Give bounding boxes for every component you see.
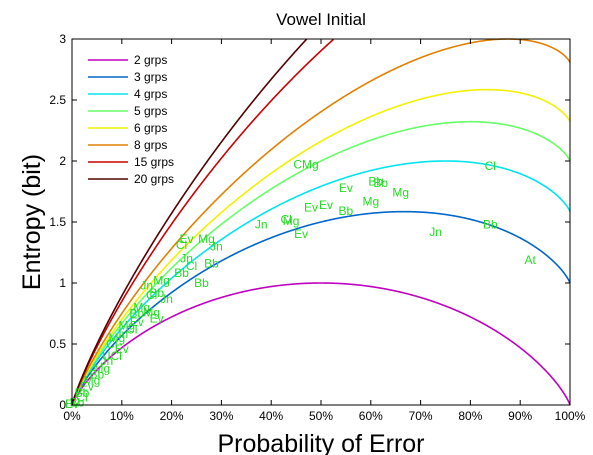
axes-group: 0% 10% 20% 30% 40% 50% 60% 70% 80% 90% 100% 0 0.5 1 1.… <box>49 32 585 423</box>
point-label: Mg <box>283 214 300 228</box>
legend-label-2-grps: 2 grps <box>134 53 167 67</box>
point-label: Ev <box>294 227 308 241</box>
y-tick-label: 3 <box>59 32 66 46</box>
y-tick-label: 1 <box>59 276 66 290</box>
point-label: Ev <box>150 311 164 325</box>
point-label: Bb <box>90 368 105 382</box>
point-label: Mg <box>118 319 135 333</box>
x-tick-label: 90% <box>508 409 532 423</box>
series-line-2-grps <box>71 282 571 406</box>
series-line-6-grps <box>71 88 571 406</box>
point-label: Bb <box>204 256 219 270</box>
point-label: Cl <box>485 159 496 173</box>
point-label: Cl <box>186 259 197 273</box>
point-label: Jn <box>115 327 128 341</box>
x-tick-label: 50% <box>309 409 333 423</box>
point-label: Ev <box>130 315 144 329</box>
point-label: Mg <box>84 374 101 388</box>
series-line-3-grps <box>71 210 571 406</box>
point-label: Bb <box>194 276 209 290</box>
series-line-20-grps <box>71 38 308 406</box>
point-label: Ev <box>319 198 333 212</box>
point-label: Bb <box>129 307 144 321</box>
point-label: Bb <box>339 204 354 218</box>
point-label: CMg <box>293 158 318 172</box>
x-tick-label: 100% <box>555 409 586 423</box>
point-label: Jn <box>180 252 193 266</box>
point-label: Mg <box>94 361 111 375</box>
y-tick-label: 0.5 <box>49 337 66 351</box>
point-label: Cl <box>146 288 157 302</box>
x-tick-label: 70% <box>409 409 433 423</box>
point-label: Cl <box>280 213 291 227</box>
point-label: Bb <box>368 175 383 189</box>
point-label: Bb <box>149 286 164 300</box>
y-tick-label: 2.5 <box>49 93 66 107</box>
legend: 2 grps 3 grps 4 grps 5 grps 6 grps 8 grps 15 g… <box>88 53 174 186</box>
point-label: Jn <box>429 225 442 239</box>
x-tick-label: 30% <box>209 409 233 423</box>
point-label: Mg <box>198 232 215 246</box>
legend-label-3-grps: 3 grps <box>134 70 167 84</box>
x-tick-label: 40% <box>259 409 283 423</box>
y-tick-label: 2 <box>59 154 66 168</box>
x-tick-label: 0% <box>63 409 81 423</box>
series-line-8-grps <box>71 38 571 406</box>
point-label: Ev <box>180 232 194 246</box>
legend-label-6-grps: 6 grps <box>134 121 167 135</box>
point-label: Ev <box>115 342 129 356</box>
legend-label-4-grps: 4 grps <box>134 87 167 101</box>
point-label: Bb <box>75 386 90 400</box>
point-label: Jn <box>101 354 114 368</box>
point-label: Bb <box>174 266 189 280</box>
x-tick-label: 80% <box>458 409 482 423</box>
point-label: Cl <box>76 391 87 405</box>
point-label: Mg <box>108 331 125 345</box>
series-line-5-grps <box>71 120 571 406</box>
point-label: Mg <box>362 194 379 208</box>
y-axis-label: Entropy (bit) <box>18 154 46 290</box>
x-tick-label: 10% <box>110 409 134 423</box>
point-label: Ev <box>80 380 94 394</box>
point-label: Cl <box>176 238 187 252</box>
point-label: Ev <box>304 200 318 214</box>
point-label: Mg <box>143 305 160 319</box>
point-label: Mg <box>392 186 409 200</box>
point-label: At <box>524 253 536 267</box>
point-label: Ev <box>339 181 353 195</box>
x-tick-label: 20% <box>160 409 184 423</box>
curves-group <box>71 38 571 406</box>
point-label: Jn <box>210 239 223 253</box>
x-axis-label: Probability of Error <box>217 430 424 455</box>
point-label: Cl <box>126 322 137 336</box>
x-tick-label: 60% <box>359 409 383 423</box>
point-label: Jn <box>255 217 268 231</box>
chart-title: Vowel Initial <box>276 10 366 29</box>
point-label: UCl <box>102 349 122 363</box>
legend-label-5-grps: 5 grps <box>134 104 167 118</box>
point-label: Jn <box>160 292 173 306</box>
legend-label-20-grps: 20 grps <box>134 172 174 186</box>
point-label: Bb <box>483 217 498 231</box>
series-line-4-grps <box>71 160 571 406</box>
y-tick-label: 1.5 <box>49 215 66 229</box>
legend-label-8-grps: 8 grps <box>134 138 167 152</box>
point-label: Mg <box>153 274 170 288</box>
point-label: Bb <box>70 396 85 410</box>
legend-label-15-grps: 15 grps <box>134 155 174 169</box>
point-label: Mg <box>133 300 150 314</box>
point-label: Jn <box>140 278 153 292</box>
point-label: Bb <box>373 176 388 190</box>
point-label: Cl <box>106 337 117 351</box>
series-line-15-grps <box>71 38 334 406</box>
y-tick-label: 0 <box>59 398 66 412</box>
